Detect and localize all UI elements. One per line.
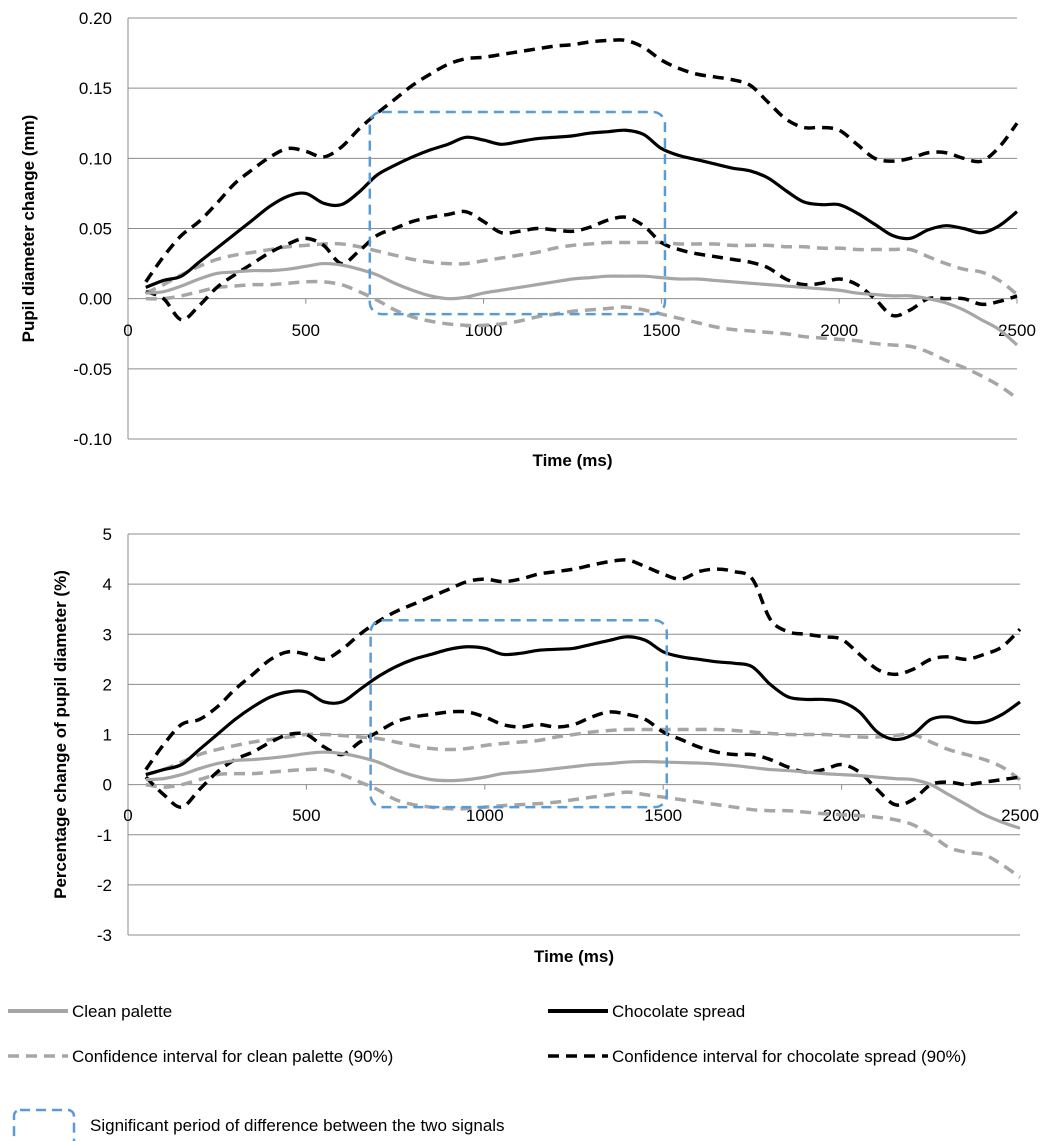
significant-period-box bbox=[369, 618, 669, 809]
x-tick-label: 0 bbox=[123, 806, 132, 825]
y-tick-label: -1 bbox=[97, 826, 112, 845]
x-tick-label: 1500 bbox=[644, 806, 682, 825]
y-tick-label: 5 bbox=[103, 525, 112, 544]
series-confidence-interval-for-clean-palette-90-upper bbox=[145, 727, 1022, 782]
series-clean-palette bbox=[145, 261, 1019, 347]
y-tick-label: 0 bbox=[103, 776, 112, 795]
x-tick-label: 0 bbox=[123, 321, 132, 340]
significant-period-box bbox=[368, 110, 667, 316]
y-tick-label: 3 bbox=[103, 625, 112, 644]
y-tick-label: 0.05 bbox=[79, 220, 112, 239]
series-confidence-interval-for-chocolate-spread-90-upper bbox=[144, 558, 1022, 771]
y-axis-title: Pupil diameter change (mm) bbox=[19, 115, 38, 343]
y-axis-title: Percentage change of pupil diameter (%) bbox=[51, 570, 70, 899]
series-confidence-interval-for-clean-palette-90-lower bbox=[145, 279, 1019, 400]
x-tick-label: 1000 bbox=[466, 806, 504, 825]
x-tick-label: 1000 bbox=[465, 321, 503, 340]
y-tick-label: -0.10 bbox=[73, 430, 112, 449]
series-confidence-interval-for-clean-palette-90-upper bbox=[145, 240, 1019, 296]
y-tick-label: 1 bbox=[103, 726, 112, 745]
series-confidence-interval-for-chocolate-spread-90-lower bbox=[145, 209, 1018, 322]
x-tick-label: 1500 bbox=[642, 321, 680, 340]
series-confidence-interval-for-clean-palette-90-lower bbox=[145, 767, 1022, 879]
series-confidence-interval-for-chocolate-spread-90-lower bbox=[144, 709, 1021, 809]
x-axis-title: Time (ms) bbox=[534, 947, 614, 966]
legend-swatch-significant-period bbox=[12, 1108, 76, 1141]
legend-marks bbox=[8, 1009, 608, 1141]
series-chocolate-spread bbox=[145, 635, 1021, 777]
x-axis-title: Time (ms) bbox=[533, 451, 613, 470]
y-tick-label: -0.05 bbox=[73, 360, 112, 379]
y-tick-label: 2 bbox=[103, 675, 112, 694]
y-tick-label: -3 bbox=[97, 926, 112, 945]
y-tick-label: 4 bbox=[103, 575, 112, 594]
x-tick-label: 2500 bbox=[998, 321, 1036, 340]
y-tick-label: 0.10 bbox=[79, 149, 112, 168]
series-confidence-interval-for-chocolate-spread-90-upper bbox=[144, 38, 1019, 283]
x-tick-label: 500 bbox=[292, 321, 320, 340]
chart-pupil-diameter-change: -0.10 -0.05 0.00 0.05 0.10 0.15 0.20 0 500 1000 15… bbox=[19, 9, 1036, 470]
y-tick-label: 0.20 bbox=[79, 9, 112, 28]
series-clean-palette bbox=[145, 750, 1021, 830]
x-tick-label: 500 bbox=[292, 806, 320, 825]
series-chocolate-spread bbox=[145, 128, 1019, 289]
y-tick-label: -2 bbox=[97, 876, 112, 895]
x-tick-label: 2000 bbox=[820, 321, 858, 340]
y-tick-label: 0.15 bbox=[79, 79, 112, 98]
y-tick-label: 0.00 bbox=[79, 290, 112, 309]
x-tick-label: 2500 bbox=[1001, 806, 1039, 825]
